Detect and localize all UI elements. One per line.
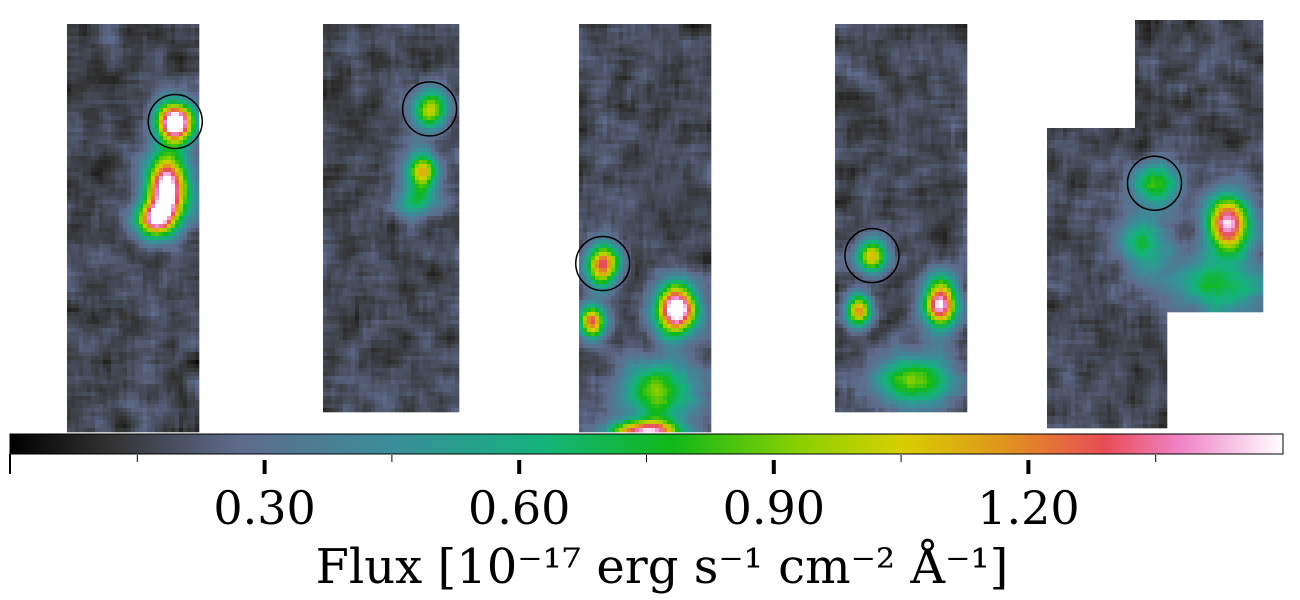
flux-map-panels (67, 20, 1264, 433)
source-aperture-circle (401, 81, 458, 137)
colorbar-tick-label: 0.60 (468, 481, 570, 535)
source-aperture-circle (575, 235, 631, 292)
source-aperture-circle (1126, 155, 1183, 211)
flux-map-panel-2 (323, 24, 460, 413)
colorbar: 0.30 0.60 0.90 1.20 Flux [10⁻¹⁷ erg s⁻¹ cm⁻… (9, 433, 1284, 595)
flux-map-panel-4 (835, 24, 968, 413)
source-aperture-circle (844, 227, 900, 284)
colorbar-label: Flux [10⁻¹⁷ erg s⁻¹ cm⁻² Å⁻¹] (316, 538, 1009, 595)
colorbar-tick-label: 0.30 (213, 481, 315, 535)
colorbar-ticks: 0.30 0.60 0.90 1.20 (9, 454, 1157, 535)
colorbar-tick-label: 1.20 (977, 481, 1079, 535)
source-aperture-circle (147, 93, 203, 150)
flux-map-panel-3 (579, 24, 712, 433)
colorbar-tick-label: 0.90 (723, 481, 825, 535)
flux-map-panel-1 (67, 24, 200, 433)
colorbar-gradient (9, 433, 1284, 455)
flux-map-panel-5 (1047, 20, 1264, 429)
